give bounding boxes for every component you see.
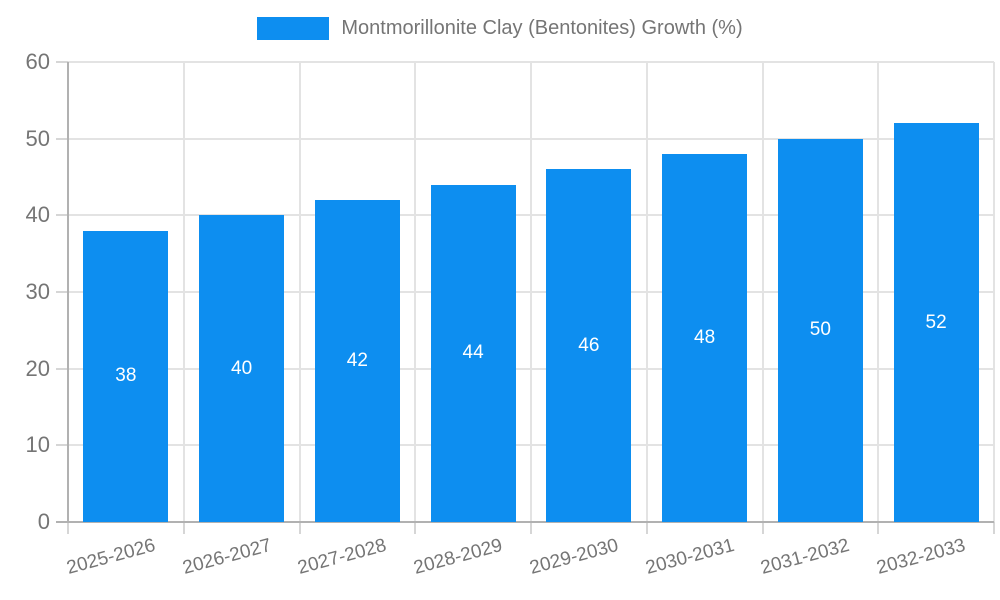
y-axis-tick-label: 40 <box>25 202 50 228</box>
y-axis-tick-label: 20 <box>25 355 50 381</box>
gridline-vertical <box>414 62 417 522</box>
x-axis-tick <box>298 522 301 534</box>
bar-value-label: 40 <box>231 357 253 379</box>
y-axis-tick <box>56 367 68 370</box>
y-axis-line <box>67 62 69 522</box>
bar-value-label: 44 <box>462 342 484 364</box>
legend[interactable]: Montmorillonite Clay (Bentonites) Growth… <box>0 17 1000 40</box>
x-axis-tick <box>993 522 995 534</box>
x-axis-tick <box>530 522 532 534</box>
bar-value-label: 50 <box>809 319 831 341</box>
bar-value-label: 52 <box>925 311 947 333</box>
bar-value-label: 38 <box>115 365 137 387</box>
x-axis-tick <box>877 522 880 534</box>
gridline-vertical <box>530 62 532 522</box>
bar-2028-2029[interactable] <box>430 184 516 522</box>
gridline-vertical <box>645 62 648 522</box>
bar-2026-2027[interactable] <box>199 215 285 522</box>
y-axis-tick-label: 60 <box>25 49 50 74</box>
gridline-vertical <box>298 62 301 522</box>
x-axis-tick <box>761 522 764 534</box>
y-axis-tick-label: 0 <box>37 509 50 534</box>
bar-value-label: 48 <box>694 327 716 348</box>
x-axis-tick <box>182 522 185 534</box>
gridline-vertical <box>993 62 995 522</box>
x-axis-tick <box>645 522 648 534</box>
x-axis-tick <box>67 522 69 534</box>
gridline-vertical <box>182 62 185 522</box>
y-axis-tick-label: 30 <box>25 279 50 304</box>
bar-2027-2028[interactable] <box>314 200 400 522</box>
y-axis-tick <box>56 214 68 217</box>
bar-value-label: 42 <box>346 350 368 371</box>
gridline-vertical <box>877 62 880 522</box>
bar-2032-2033[interactable] <box>893 123 979 522</box>
y-axis-tick <box>56 61 68 63</box>
y-axis-tick <box>56 444 68 447</box>
y-axis-tick-label: 10 <box>25 432 50 458</box>
y-axis-tick-label: 50 <box>25 125 50 151</box>
gridline-vertical <box>761 62 764 522</box>
bar-value-label: 46 <box>578 334 600 356</box>
y-axis-tick <box>56 137 68 140</box>
y-axis-tick <box>56 291 68 293</box>
legend-swatch <box>257 17 330 40</box>
legend-label: Montmorillonite Clay (Bentonites) Growth… <box>341 17 743 39</box>
bar-2031-2032[interactable] <box>777 138 863 522</box>
bar-2030-2031[interactable] <box>662 154 748 522</box>
x-axis-tick <box>414 522 417 534</box>
bar-2025-2026[interactable] <box>83 230 169 522</box>
x-axis-line <box>56 521 994 523</box>
bar-2029-2030[interactable] <box>546 169 632 522</box>
